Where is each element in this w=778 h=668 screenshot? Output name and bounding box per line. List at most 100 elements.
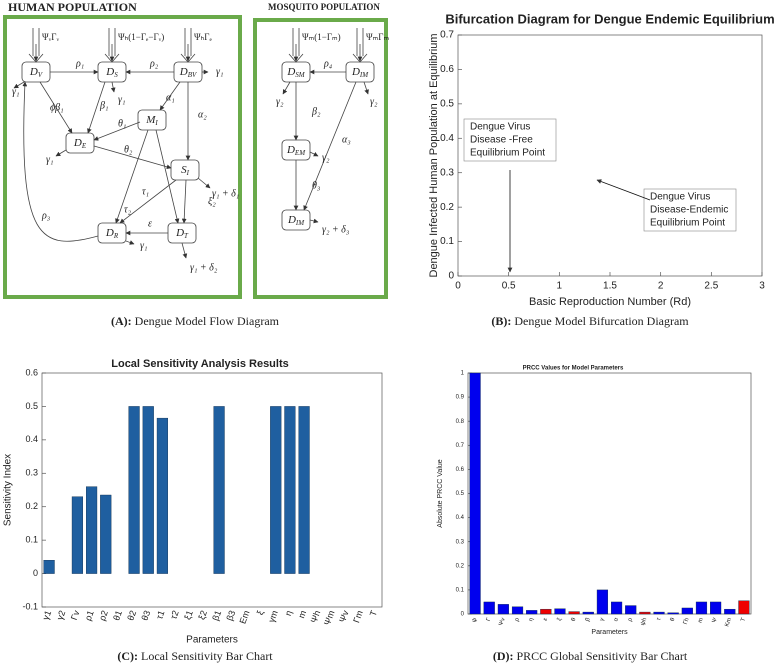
chart-title: PRCC Values for Model Parameters [523, 366, 624, 372]
node-main: D [105, 227, 114, 239]
x-tick-label: m [296, 609, 308, 619]
node-box [137, 109, 167, 131]
annotation-text: Equilibrium Point [650, 218, 725, 229]
bar [738, 600, 750, 615]
x-tick-label: ξ [557, 617, 564, 622]
edge-arrow [39, 81, 73, 134]
annotation-text: Disease -Free [470, 135, 533, 146]
caption-label: (A): [111, 314, 132, 328]
edge-label: γ₁ [12, 86, 19, 97]
x-tick-label: θ [571, 617, 578, 623]
bar [526, 610, 538, 615]
bar [610, 601, 623, 615]
y-tick-label: 0.2 [456, 563, 465, 569]
node-main: D [73, 137, 82, 149]
edge-arrow [110, 81, 116, 93]
x-tick-label: η [283, 609, 294, 617]
edge-label: α₁ [166, 92, 175, 103]
bar [43, 560, 55, 574]
bar [298, 406, 310, 574]
node-sub: R [113, 232, 119, 240]
bar [724, 608, 736, 615]
y-tick-label: 0.3 [25, 468, 38, 478]
node-box [65, 132, 95, 154]
node-sub: EM [294, 149, 306, 157]
x-axis-label: Basic Reproduction Number (Rd) [529, 296, 691, 308]
node-sub: T [184, 232, 189, 240]
edge-label: τ₁ [142, 186, 149, 197]
annotation-text: Dengue Virus [650, 192, 710, 203]
edge-arrow [119, 179, 177, 224]
y-tick-label: 0.6 [456, 467, 465, 473]
x-tick-label: Γ [486, 617, 493, 623]
x-tick-label: T [740, 617, 747, 623]
caption: (C): Local Sensitivity Bar Chart [117, 649, 273, 663]
y-tick-label: 0.1 [456, 587, 465, 593]
node-sub: E [81, 142, 87, 150]
x-tick-label: Γm [351, 609, 365, 624]
bar [639, 611, 651, 615]
human-box [3, 15, 242, 299]
edge-arrow [363, 81, 369, 95]
annotation-box [463, 118, 557, 162]
x-tick-label: Ψ [712, 617, 719, 624]
x-tick-label: 3 [759, 281, 765, 292]
x-tick-label: Ψm [322, 609, 337, 627]
node-sub: SM [295, 71, 306, 79]
plot-area [467, 372, 752, 615]
node-label: DEM [286, 144, 306, 157]
annotation-text: Dengue Virus [470, 122, 530, 133]
x-tick-label: γ [599, 617, 606, 622]
annotation-arrow [596, 179, 651, 201]
inflow-label: ΨₘΓₘ [366, 32, 389, 42]
node-label: DS [105, 66, 118, 79]
inflow-head [180, 53, 196, 63]
y-tick-label: 0.5 [440, 98, 454, 109]
edge-label: θ₃ [312, 180, 321, 191]
caption-text: Dengue Model Flow Diagram [135, 314, 280, 328]
edge-label: α₃ [342, 134, 351, 145]
bar [710, 601, 722, 615]
edge-label: γ₁ + δ₁ [212, 188, 239, 199]
x-tick-label: α [613, 617, 620, 623]
x-tick-label: 2.5 [704, 281, 718, 292]
y-tick-label: 0.6 [25, 367, 38, 377]
y-tick-label: 0.3 [440, 167, 454, 178]
x-tick-label: τ [656, 617, 663, 622]
edge-arrow [22, 81, 99, 242]
y-axis-label: Dengue Infected Human Population at Equi… [428, 34, 440, 278]
node-sub: IM [295, 219, 305, 227]
y-tick-label: 0.4 [456, 515, 465, 521]
inflow-label: Ψₕ(1−Γₑ−Γᵥ) [118, 32, 164, 42]
x-tick-label: θ3 [140, 609, 153, 622]
bar [625, 605, 637, 615]
edge-label: γ₁ [118, 94, 125, 105]
node-main: D [179, 66, 188, 78]
edge-arrow [181, 242, 188, 259]
y-tick-label: 0.7 [456, 443, 465, 449]
node-sub: BV [188, 71, 197, 79]
inflow-arrow [356, 28, 364, 56]
node-main: D [351, 66, 360, 78]
node-label: DSM [286, 66, 305, 79]
y-tick-label: 0.2 [25, 501, 38, 511]
node-main: D [175, 227, 184, 239]
edge-arrow [159, 81, 181, 111]
bar [596, 589, 609, 615]
inflow-label: ΨᵥΓᵥ [42, 32, 59, 42]
y-axis-label: Absolute PRCC Value [437, 459, 444, 527]
x-tick-label: θ1 [111, 609, 124, 622]
bar [469, 372, 481, 615]
annotation-text: Equilibrium Point [470, 148, 545, 159]
edge-label: γ₂ + δ₃ [322, 224, 350, 235]
edge-arrow [125, 240, 135, 245]
x-tick-label: ξ2 [197, 609, 209, 621]
bar [511, 606, 524, 615]
node-sub: I [154, 119, 158, 127]
caption-label: (B): [491, 314, 511, 328]
x-tick-label: η [528, 617, 535, 622]
x-tick-label: Km [724, 617, 733, 628]
edge-arrow [55, 149, 67, 157]
bar [142, 406, 154, 574]
